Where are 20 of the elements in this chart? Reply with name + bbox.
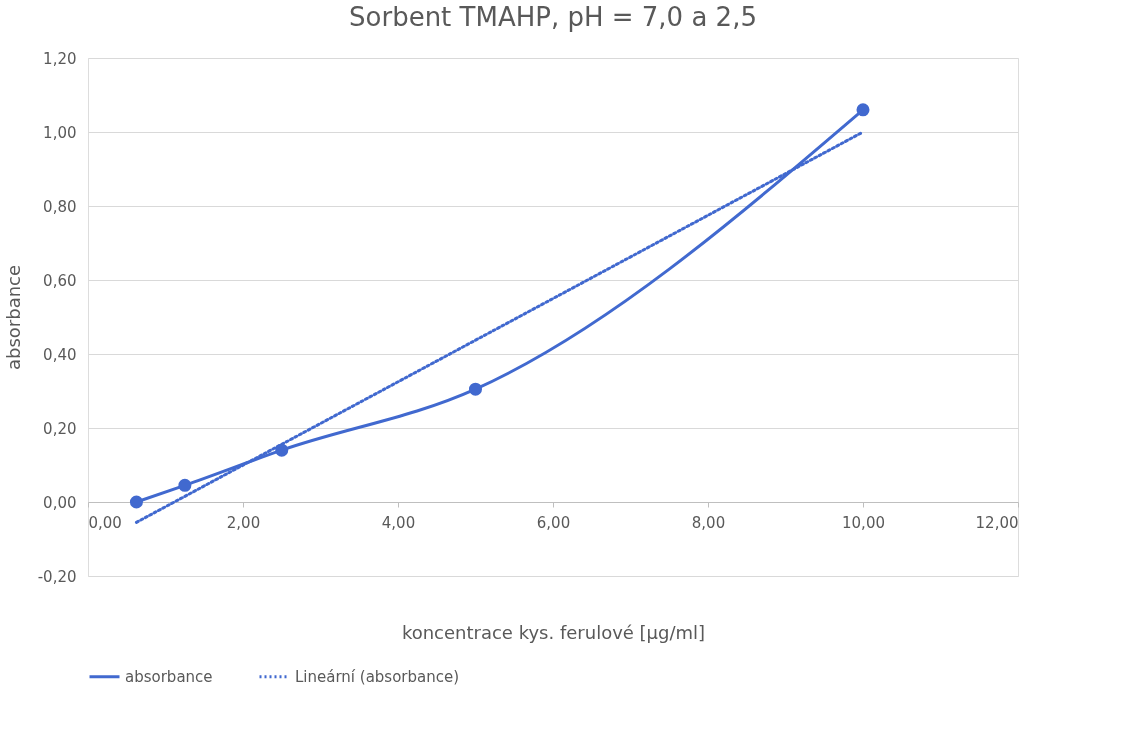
x-tick-label: 2,00 bbox=[226, 513, 261, 532]
y-tick-label: 0,40 bbox=[43, 345, 77, 364]
x-tick-label: 8,00 bbox=[691, 513, 726, 532]
y-tick-label: 0,20 bbox=[43, 419, 77, 438]
y-tick-label: 0,60 bbox=[43, 271, 77, 290]
x-tick-label: 0,00 bbox=[88, 513, 122, 532]
y-tick-label: 0,00 bbox=[43, 493, 77, 512]
y-tick-label: 1,00 bbox=[43, 123, 77, 142]
legend-label: absorbance bbox=[125, 667, 213, 686]
y-axis-title: absorbance bbox=[2, 264, 24, 371]
y-tick-label: -0,20 bbox=[37, 567, 77, 586]
legend-label: Lineární (absorbance) bbox=[295, 667, 460, 686]
x-tick-label: 10,00 bbox=[842, 513, 885, 532]
x-axis-title: koncentrace kys. ferulové [µg/ml] bbox=[401, 621, 706, 643]
chart-title: Sorbent TMAHP, pH = 7,0 a 2,5 bbox=[349, 2, 757, 32]
y-tick-label: 1,20 bbox=[43, 49, 77, 68]
x-tick-label: 12,00 bbox=[975, 513, 1019, 532]
x-tick-label: 4,00 bbox=[381, 513, 416, 532]
x-tick-label: 6,00 bbox=[536, 513, 571, 532]
y-tick-label: 0,80 bbox=[43, 197, 77, 216]
